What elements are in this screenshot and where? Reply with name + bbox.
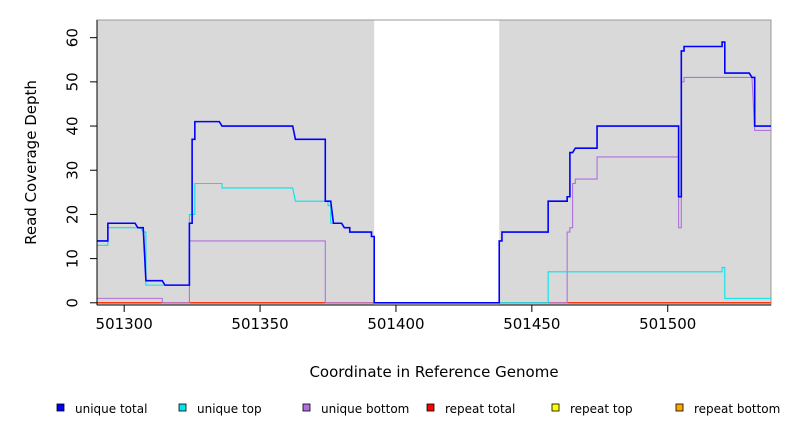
series-lines [97, 41, 771, 304]
x-axis-title: Coordinate in Reference Genome [309, 363, 558, 381]
legend-swatch-unique-bottom [302, 403, 311, 412]
series-line-unique-top [97, 182, 771, 304]
y-axis-title: Read Coverage Depth [22, 80, 40, 245]
legend-swatch-repeat-bottom [675, 403, 684, 412]
y-tick-label: 0 [64, 298, 82, 308]
x-tick-label: 501500 [639, 315, 696, 333]
y-tick-label: 60 [64, 28, 82, 47]
legend-label-unique-bottom: unique bottom [321, 402, 409, 416]
legend-label-repeat-bottom: repeat bottom [694, 402, 780, 416]
y-tick-label: 30 [64, 161, 82, 180]
axes: 501300 501350 501400 501450 501500 0 10 20 30 40 5… [64, 20, 771, 333]
shaded-regions [97, 20, 771, 305]
y-tick-label: 10 [64, 249, 82, 268]
legend-swatch-repeat-total [426, 403, 435, 412]
x-tick-label: 501350 [231, 315, 288, 333]
x-tick-label: 501450 [503, 315, 560, 333]
legend-label-repeat-total: repeat total [445, 402, 515, 416]
x-tick-label: 501400 [367, 315, 424, 333]
y-tick-label: 20 [64, 205, 82, 224]
x-tick-label: 501300 [96, 315, 153, 333]
legend-label-unique-total: unique total [75, 402, 147, 416]
legend-swatch-unique-top [178, 403, 187, 412]
y-tick-label: 40 [64, 116, 82, 135]
legend-label-repeat-top: repeat top [570, 402, 633, 416]
legend: unique total unique top unique bottom repea… [56, 402, 780, 416]
shaded-region-2 [499, 20, 771, 305]
y-tick-label: 50 [64, 72, 82, 91]
legend-swatch-unique-total [56, 403, 65, 412]
legend-swatch-repeat-top [551, 403, 560, 412]
shaded-region-1 [97, 20, 375, 305]
series-line-unique-total [97, 41, 771, 304]
legend-label-unique-top: unique top [197, 402, 262, 416]
